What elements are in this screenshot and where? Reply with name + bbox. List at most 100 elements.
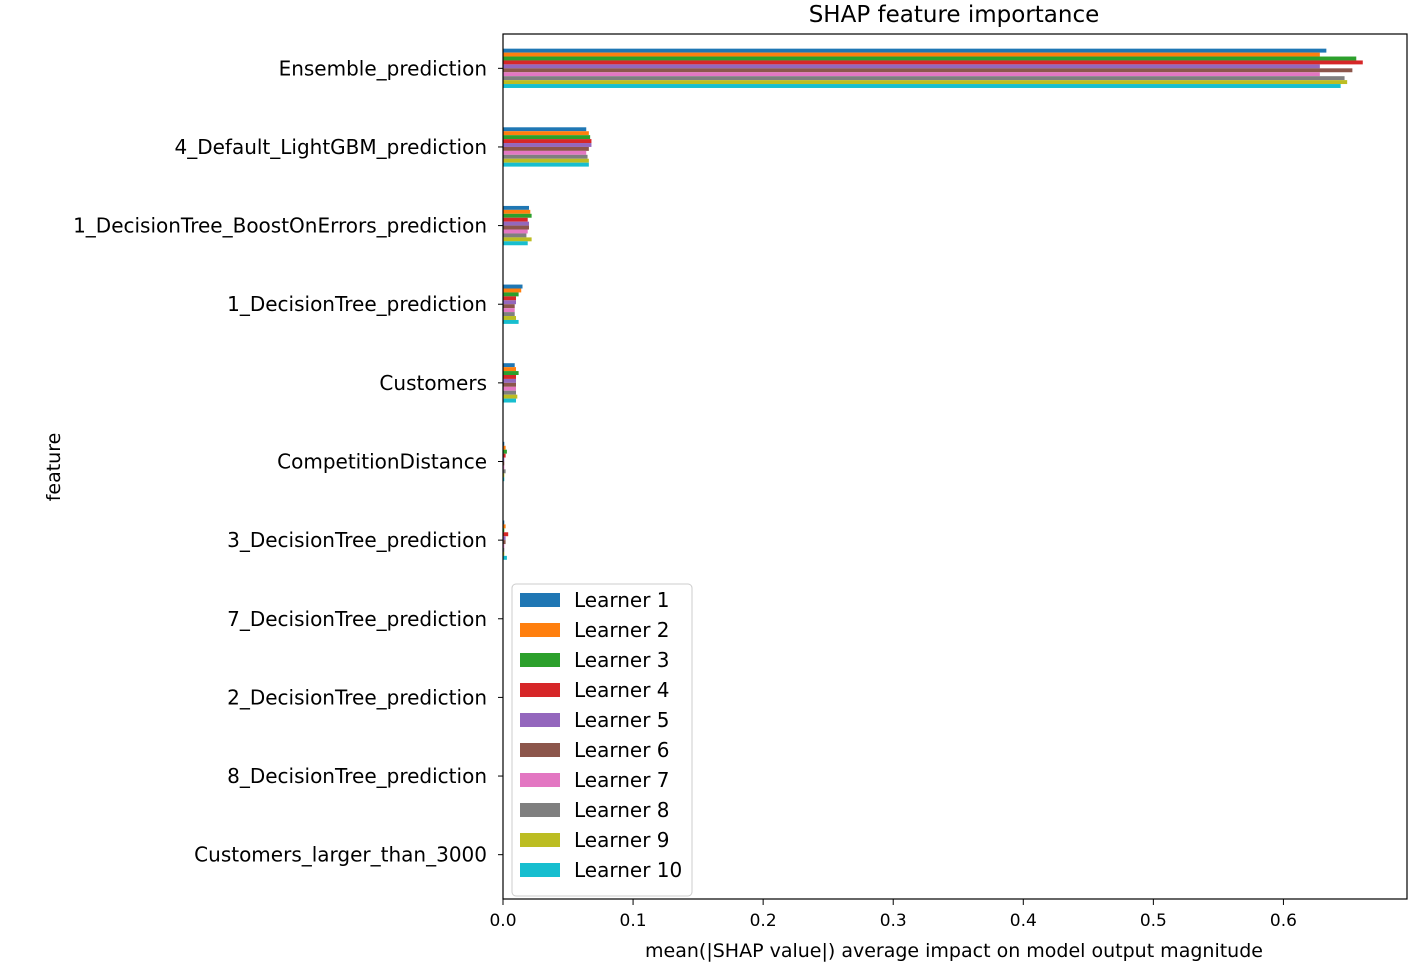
bar-3-decisiontree-prediction-learner-1 xyxy=(503,520,505,525)
bar-customers-learner-7 xyxy=(503,386,517,391)
bar-3-decisiontree-prediction-learner-8 xyxy=(503,548,505,552)
bar-1-decisiontree-prediction-learner-2 xyxy=(503,288,522,293)
bar-4-default-lightgbm-prediction-learner-1 xyxy=(503,127,587,132)
bar-competitiondistance-learner-3 xyxy=(503,449,507,454)
bar-ensemble-prediction-learner-5 xyxy=(503,64,1320,69)
y-tick-label: 1_DecisionTree_BoostOnErrors_prediction xyxy=(73,214,487,238)
bar-1-decisiontree-boostonerrors-prediction-learner-4 xyxy=(503,217,528,222)
bar-1-decisiontree-prediction-learner-8 xyxy=(503,312,515,317)
y-tick-label: Customers xyxy=(379,371,487,395)
legend-swatch-learner-7 xyxy=(520,773,560,787)
bar-1-decisiontree-prediction-learner-3 xyxy=(503,292,519,297)
x-tick-label: 0.2 xyxy=(750,911,777,931)
bar-customers-learner-6 xyxy=(503,382,517,387)
bar-3-decisiontree-prediction-learner-6 xyxy=(503,540,506,545)
x-axis-label: mean(|SHAP value|) average impact on mod… xyxy=(645,940,1263,962)
bar-4-default-lightgbm-prediction-learner-9 xyxy=(503,158,589,163)
bar-1-decisiontree-prediction-learner-4 xyxy=(503,296,517,301)
bar-competitiondistance-learner-2 xyxy=(503,445,506,450)
bars-layer xyxy=(503,48,1363,560)
bar-customers-learner-2 xyxy=(503,367,517,372)
y-tick-label: 4_Default_LightGBM_prediction xyxy=(174,135,487,159)
legend-swatch-learner-2 xyxy=(520,623,560,637)
chart-title: SHAP feature importance xyxy=(809,2,1100,28)
legend-swatch-learner-4 xyxy=(520,683,560,697)
legend-swatch-learner-9 xyxy=(520,833,560,847)
x-tick-label: 0.3 xyxy=(880,911,907,931)
legend-swatch-learner-3 xyxy=(520,653,560,667)
bar-1-decisiontree-prediction-learner-10 xyxy=(503,319,519,324)
legend-label-learner-7: Learner 7 xyxy=(574,768,670,792)
bar-ensemble-prediction-learner-7 xyxy=(503,72,1320,77)
x-tick-label: 0.5 xyxy=(1140,911,1167,931)
bar-ensemble-prediction-learner-10 xyxy=(503,84,1341,88)
legend-label-learner-4: Learner 4 xyxy=(574,678,670,702)
legend-swatch-learner-6 xyxy=(520,743,560,757)
bar-1-decisiontree-boostonerrors-prediction-learner-2 xyxy=(503,209,531,214)
bar-1-decisiontree-prediction-learner-6 xyxy=(503,304,515,309)
bar-competitiondistance-learner-10 xyxy=(503,477,505,482)
bar-4-default-lightgbm-prediction-learner-2 xyxy=(503,131,589,136)
bar-customers-learner-3 xyxy=(503,371,519,375)
bar-competitiondistance-learner-1 xyxy=(503,441,505,446)
legend-label-learner-2: Learner 2 xyxy=(574,618,670,642)
x-tick-label: 0.0 xyxy=(489,911,516,931)
bar-customers-learner-9 xyxy=(503,394,518,399)
y-tick-label: Ensemble_prediction xyxy=(279,56,487,80)
bar-competitiondistance-learner-6 xyxy=(503,461,505,466)
bar-3-decisiontree-prediction-learner-5 xyxy=(503,536,506,541)
x-axis: 0.0 0.1 0.2 0.3 0.4 0.5 0.6 xyxy=(489,899,1297,931)
bar-1-decisiontree-prediction-learner-1 xyxy=(503,284,523,289)
legend-label-learner-6: Learner 6 xyxy=(574,738,670,762)
bar-4-default-lightgbm-prediction-learner-10 xyxy=(503,162,589,167)
bar-1-decisiontree-boostonerrors-prediction-learner-6 xyxy=(503,225,530,230)
bar-1-decisiontree-boostonerrors-prediction-learner-9 xyxy=(503,237,532,242)
y-tick-label: 2_DecisionTree_prediction xyxy=(227,685,487,709)
bar-competitiondistance-learner-9 xyxy=(503,473,505,478)
legend-swatch-learner-10 xyxy=(520,863,560,877)
legend-label-learner-1: Learner 1 xyxy=(574,588,670,612)
bar-4-default-lightgbm-prediction-learner-8 xyxy=(503,154,588,159)
legend-swatch-learner-1 xyxy=(520,593,560,607)
legend-swatch-learner-5 xyxy=(520,713,560,727)
bar-4-default-lightgbm-prediction-learner-3 xyxy=(503,135,591,140)
bar-ensemble-prediction-learner-1 xyxy=(503,48,1327,53)
bar-3-decisiontree-prediction-learner-2 xyxy=(503,524,506,529)
bar-3-decisiontree-prediction-learner-7 xyxy=(503,544,505,548)
x-tick-label: 0.1 xyxy=(620,911,647,931)
bar-ensemble-prediction-learner-9 xyxy=(503,80,1348,85)
y-tick-label: 1_DecisionTree_prediction xyxy=(227,292,487,316)
bar-3-decisiontree-prediction-learner-9 xyxy=(503,551,505,556)
bar-ensemble-prediction-learner-6 xyxy=(503,68,1353,73)
y-tick-label: 8_DecisionTree_prediction xyxy=(227,764,487,788)
bar-1-decisiontree-boostonerrors-prediction-learner-8 xyxy=(503,233,527,238)
x-tick-label: 0.4 xyxy=(1010,911,1037,931)
bar-competitiondistance-learner-4 xyxy=(503,453,506,458)
y-axis: Ensemble_prediction 4_Default_LightGBM_pr… xyxy=(73,56,503,867)
bar-1-decisiontree-prediction-learner-9 xyxy=(503,316,517,320)
bar-ensemble-prediction-learner-3 xyxy=(503,56,1357,61)
bar-1-decisiontree-prediction-learner-7 xyxy=(503,308,515,313)
legend-swatch-learner-8 xyxy=(520,803,560,817)
bar-4-default-lightgbm-prediction-learner-6 xyxy=(503,146,589,151)
bar-1-decisiontree-boostonerrors-prediction-learner-3 xyxy=(503,213,532,218)
bar-customers-learner-1 xyxy=(503,363,515,368)
x-tick-label: 0.6 xyxy=(1270,911,1297,931)
bar-4-default-lightgbm-prediction-learner-7 xyxy=(503,150,587,155)
y-tick-label: 7_DecisionTree_prediction xyxy=(227,607,487,631)
plot-frame xyxy=(502,33,1408,900)
bar-ensemble-prediction-learner-4 xyxy=(503,60,1363,65)
legend-label-learner-8: Learner 8 xyxy=(574,798,670,822)
bar-4-default-lightgbm-prediction-learner-4 xyxy=(503,139,592,144)
bar-1-decisiontree-boostonerrors-prediction-learner-10 xyxy=(503,241,528,246)
bar-1-decisiontree-boostonerrors-prediction-learner-1 xyxy=(503,205,530,210)
bar-3-decisiontree-prediction-learner-10 xyxy=(503,555,507,560)
bar-competitiondistance-learner-7 xyxy=(503,465,505,470)
bar-customers-learner-8 xyxy=(503,390,517,395)
y-tick-label: CompetitionDistance xyxy=(277,450,487,474)
bar-1-decisiontree-boostonerrors-prediction-learner-7 xyxy=(503,229,528,234)
bar-customers-learner-4 xyxy=(503,375,517,379)
bar-ensemble-prediction-learner-2 xyxy=(503,52,1320,57)
bar-ensemble-prediction-learner-8 xyxy=(503,76,1345,81)
